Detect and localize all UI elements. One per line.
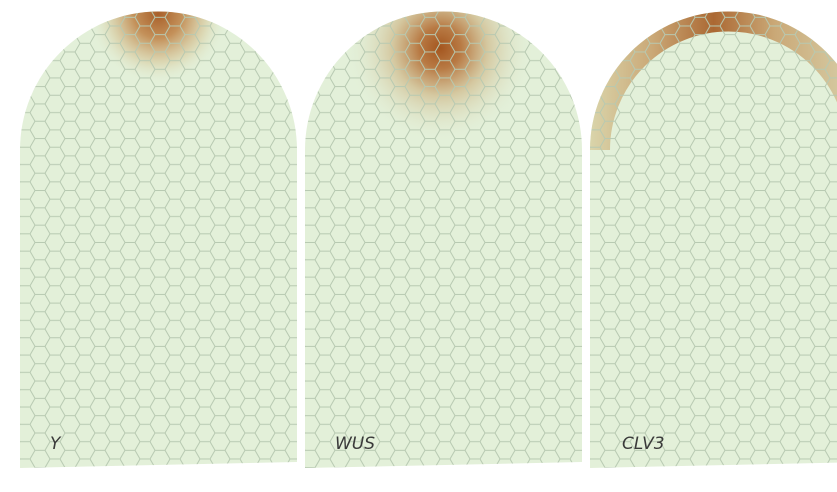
page: Y WUS CLV3 (() => { const data = JSON.pa… (0, 0, 837, 492)
panel-label: Y (50, 434, 62, 454)
panel-clv3: CLV3 (585, 0, 837, 492)
panel-label: WUS (335, 434, 375, 454)
panel-wus: WUS (300, 0, 600, 492)
figure: Y WUS CLV3 (0, 0, 837, 492)
panel-label: CLV3 (622, 434, 665, 454)
panel-y: Y (0, 0, 320, 492)
